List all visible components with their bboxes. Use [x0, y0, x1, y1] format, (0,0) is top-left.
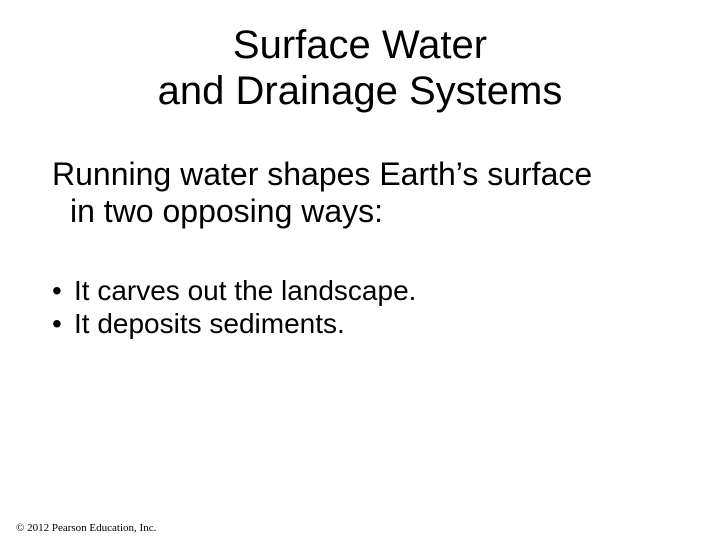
title-line-1: Surface Water — [0, 22, 720, 68]
copyright-text: © 2012 Pearson Education, Inc. — [16, 522, 156, 534]
bullet-list: It carves out the landscape. It deposits… — [52, 274, 720, 341]
intro-line-1: Running water shapes Earth’s surface — [52, 156, 592, 192]
intro-line-2: in two opposing ways: — [70, 193, 680, 230]
intro-paragraph: Running water shapes Earth’s surface in … — [52, 156, 680, 230]
slide: { "title": { "line1": "Surface Water", "… — [0, 22, 720, 540]
title-line-2: and Drainage Systems — [0, 68, 720, 114]
slide-title: Surface Water and Drainage Systems — [0, 22, 720, 114]
bullet-text: It deposits sediments. — [74, 308, 345, 339]
bullet-item: It deposits sediments. — [52, 307, 720, 341]
bullet-text: It carves out the landscape. — [74, 275, 416, 306]
bullet-item: It carves out the landscape. — [52, 274, 720, 308]
